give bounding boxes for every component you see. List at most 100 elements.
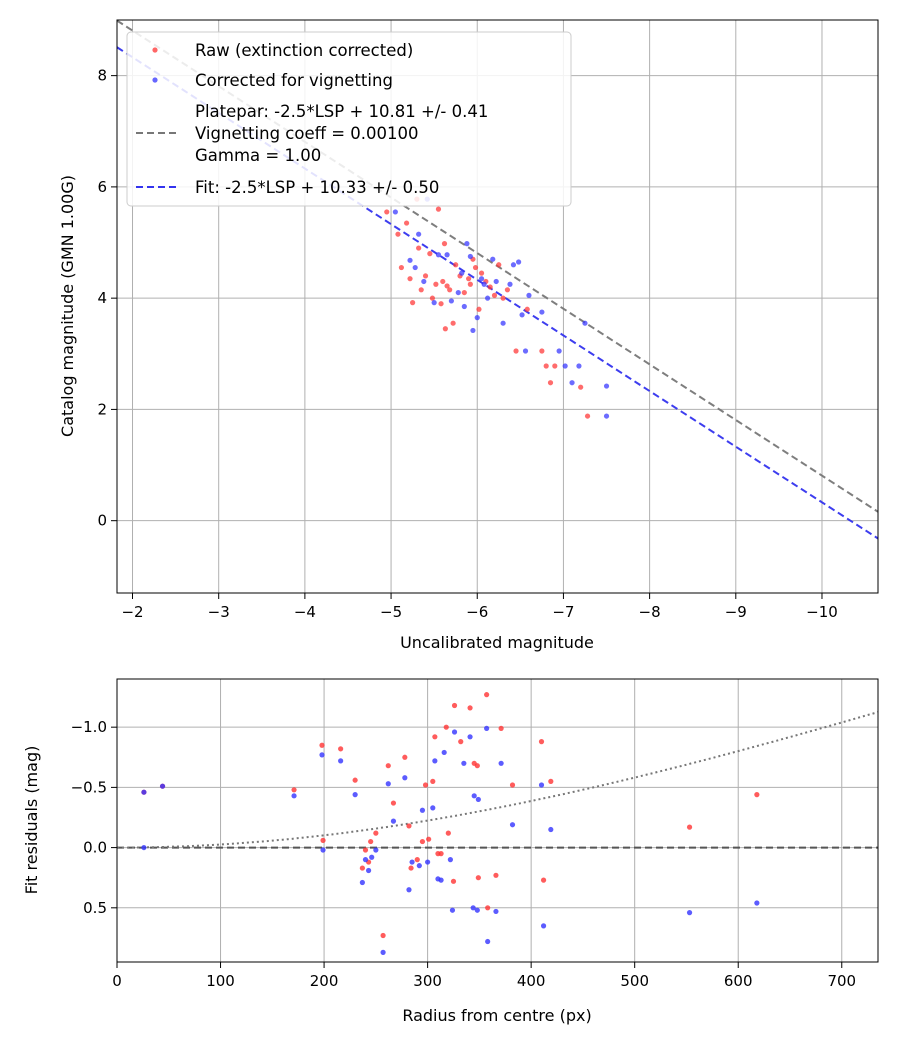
scatter-point xyxy=(504,287,511,293)
residual-point xyxy=(445,830,451,836)
residual-point xyxy=(458,739,464,745)
residual-point xyxy=(402,775,408,781)
scatter-point xyxy=(435,206,442,212)
y-tick-label: −1.0 xyxy=(71,718,107,736)
residual-point xyxy=(686,824,693,830)
top-x-axis-label: Uncalibrated magnitude xyxy=(400,633,594,652)
residual-point xyxy=(484,725,490,731)
scatter-point xyxy=(444,252,450,258)
residual-point xyxy=(365,867,372,874)
scatter-point xyxy=(467,253,473,260)
scatter-point xyxy=(491,292,498,298)
residual-point xyxy=(471,793,477,799)
residual-point xyxy=(484,692,490,698)
residual-point xyxy=(159,783,166,789)
residual-point xyxy=(409,859,415,865)
residual-point xyxy=(406,887,412,893)
residual-point xyxy=(430,778,436,784)
top-scatter-points xyxy=(384,196,610,419)
scatter-point xyxy=(493,278,499,285)
fit-line xyxy=(117,46,878,540)
x-tick-label: 500 xyxy=(620,972,649,990)
scatter-point xyxy=(461,303,467,310)
scatter-point xyxy=(476,306,482,312)
scatter-point xyxy=(418,287,424,293)
residual-point xyxy=(432,758,438,764)
residual-point xyxy=(320,847,326,853)
scatter-point xyxy=(516,259,522,265)
residual-point xyxy=(475,796,481,803)
legend-marker-corrected xyxy=(152,77,158,83)
residual-point xyxy=(362,847,369,853)
y-tick-label: −0.5 xyxy=(71,778,107,796)
residual-point xyxy=(475,875,481,881)
scatter-point xyxy=(450,320,456,326)
residual-point xyxy=(754,792,760,798)
y-tick-label: 8 xyxy=(97,67,107,85)
residual-point xyxy=(548,826,554,833)
scatter-point xyxy=(435,252,442,258)
y-tick-label: 0.5 xyxy=(83,899,107,917)
scatter-point xyxy=(447,287,453,293)
scatter-point xyxy=(440,278,446,285)
top-plot-frame xyxy=(116,19,879,594)
scatter-point xyxy=(407,276,413,282)
x-tick-label: −4 xyxy=(294,603,316,621)
x-tick-label: 200 xyxy=(310,972,339,990)
scatter-point xyxy=(478,276,485,282)
scatter-point xyxy=(510,262,517,268)
scatter-point xyxy=(582,320,588,326)
bottom-scatter-points xyxy=(141,692,760,955)
residual-point xyxy=(474,763,480,769)
top-chart: −2 −3 −4 −5 −6 −7 −8 −9 −10 0 2 4 6 8 Uncalibrated m… xyxy=(58,19,879,652)
scatter-point xyxy=(466,276,472,282)
scatter-point xyxy=(395,231,401,237)
scatter-point xyxy=(490,256,496,262)
residual-point xyxy=(359,865,365,871)
scatter-point xyxy=(584,413,591,419)
residual-point xyxy=(540,877,547,883)
residual-point xyxy=(509,822,516,828)
residual-point xyxy=(443,724,449,730)
residual-point xyxy=(141,789,147,795)
top-y-ticks: 0 2 4 6 8 xyxy=(97,67,117,530)
residual-point xyxy=(467,734,473,740)
residual-point xyxy=(485,905,491,911)
legend-label-raw: Raw (extinction corrected) xyxy=(195,41,413,60)
legend-label-platepar-2: Vignetting coeff = 0.00100 xyxy=(195,124,419,143)
legend-marker-raw xyxy=(152,47,158,53)
scatter-point xyxy=(522,348,529,354)
residual-point xyxy=(338,758,344,764)
bottom-y-ticks: 0.5 0.0 −0.5 −1.0 xyxy=(71,718,117,917)
residual-point xyxy=(416,863,422,869)
residual-point xyxy=(686,910,693,916)
scatter-point xyxy=(464,241,470,247)
residual-point xyxy=(368,838,374,845)
legend-label-fit: Fit: -2.5*LSP + 10.33 +/- 0.50 xyxy=(195,178,439,197)
scatter-point xyxy=(410,300,416,306)
vignetting-curve xyxy=(117,711,878,849)
residual-point xyxy=(754,900,760,906)
x-tick-label: −8 xyxy=(639,603,661,621)
residual-point xyxy=(419,838,426,845)
x-tick-label: −2 xyxy=(121,603,143,621)
scatter-point xyxy=(526,292,532,298)
residual-point xyxy=(493,872,499,878)
bottom-x-axis-label: Radius from centre (px) xyxy=(402,1006,591,1025)
scatter-point xyxy=(519,312,525,318)
residual-point xyxy=(380,932,386,939)
residual-point xyxy=(498,725,504,731)
scatter-point xyxy=(407,257,413,263)
residual-point xyxy=(419,807,426,813)
scatter-point xyxy=(487,284,493,290)
residual-point xyxy=(430,805,436,811)
residual-point xyxy=(373,830,379,836)
scatter-point xyxy=(448,298,454,304)
scatter-point xyxy=(556,348,562,354)
residual-point xyxy=(320,837,326,843)
x-tick-label: −10 xyxy=(806,603,838,621)
residual-point xyxy=(498,760,504,766)
residual-point xyxy=(509,782,516,788)
x-tick-label: 300 xyxy=(413,972,442,990)
